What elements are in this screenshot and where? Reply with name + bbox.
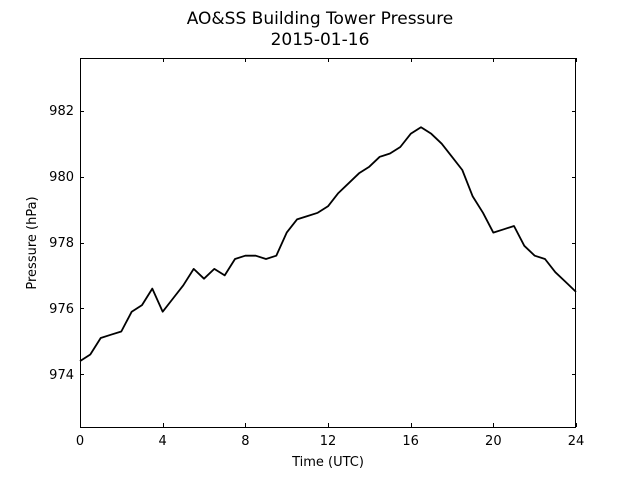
series-layer [79,126,577,362]
x-tick-label: 16 [402,434,419,449]
y-tick-label: 974 [49,368,74,383]
chart-title: AO&SS Building Tower Pressure [187,9,454,29]
plot-frame [80,58,576,428]
x-tick-label: 0 [76,434,84,449]
chart-subtitle: 2015-01-16 [271,30,370,50]
pressure-series-line [79,126,577,362]
y-tick-label: 976 [49,302,74,317]
x-tick-label: 12 [320,434,337,449]
y-axis: 974 976 978 980 982 [49,104,576,383]
y-tick-label: 982 [49,104,74,119]
x-tick-label: 24 [568,434,585,449]
y-tick-label: 980 [49,170,74,185]
y-tick-label: 978 [49,236,74,251]
x-tick-label: 4 [159,434,167,449]
x-tick-label: 8 [241,434,249,449]
x-axis-label: Time (UTC) [291,455,364,470]
x-axis: 0 4 8 12 16 20 24 [76,58,584,449]
x-tick-label: 20 [485,434,502,449]
y-axis-label: Pressure (hPa) [25,196,40,289]
